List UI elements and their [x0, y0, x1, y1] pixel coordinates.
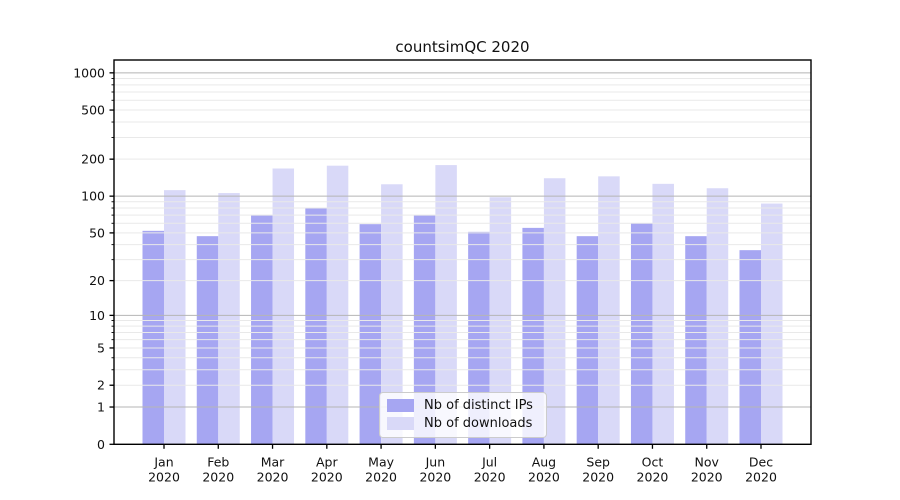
bar-downloads-nov — [706, 188, 729, 445]
legend-item-distinct-ips: Nb of distinct IPs — [387, 398, 537, 413]
legend-swatch-downloads — [387, 417, 414, 430]
bar-downloads-dec — [761, 203, 783, 445]
y-tick-label: 1000 — [73, 65, 105, 80]
bar-downloads-feb — [218, 193, 240, 445]
bar-downloads-aug — [543, 178, 566, 445]
x-tick-label-year: 2020 — [311, 469, 343, 484]
bar-distinct-ips-jun — [413, 215, 436, 445]
x-tick-label-year: 2020 — [582, 469, 614, 484]
x-tick-label-month: Sep — [586, 454, 610, 469]
y-tick-label: 1 — [97, 400, 105, 415]
bar-distinct-ips-may — [359, 224, 382, 445]
legend-label-distinct-ips: Nb of distinct IPs — [424, 398, 533, 413]
y-tick-label: 500 — [81, 103, 105, 118]
bar-downloads-mar — [272, 168, 295, 445]
x-tick-label-month: May — [368, 454, 394, 469]
x-tick-label-year: 2020 — [365, 469, 397, 484]
x-tick-label-month: Jun — [425, 454, 446, 469]
x-tick-label-year: 2020 — [419, 469, 451, 484]
bar-downloads-jan — [164, 190, 186, 445]
x-tick-label-year: 2020 — [691, 469, 723, 484]
bar-distinct-ips-jan — [142, 230, 164, 445]
x-tick-label-month: Nov — [695, 454, 720, 469]
bar-distinct-ips-aug — [522, 227, 544, 445]
x-tick-label-month: Jul — [481, 454, 497, 469]
x-tick-label-year: 2020 — [202, 469, 234, 484]
x-tick-label-month: Oct — [642, 454, 664, 469]
y-tick-label: 20 — [89, 273, 105, 288]
bar-distinct-ips-jul — [468, 231, 490, 445]
y-tick-label: 5 — [97, 340, 105, 355]
legend-label-downloads: Nb of downloads — [424, 416, 533, 431]
chart-title: countsimQC 2020 — [395, 38, 530, 56]
bar-distinct-ips-feb — [196, 236, 219, 445]
x-tick-label-year: 2020 — [474, 469, 506, 484]
y-tick-label: 50 — [89, 225, 105, 240]
bar-distinct-ips-sep — [576, 236, 599, 445]
y-tick-label: 0 — [97, 437, 105, 452]
bar-downloads-sep — [598, 176, 620, 445]
x-tick-label-month: Aug — [532, 454, 556, 469]
x-tick-label-month: Dec — [749, 454, 773, 469]
bar-downloads-oct — [652, 183, 674, 445]
y-tick-label: 10 — [89, 308, 105, 323]
x-tick-label-year: 2020 — [637, 469, 669, 484]
bar-downloads-may — [381, 184, 403, 445]
x-tick-label-month: Jan — [153, 454, 173, 469]
bar-distinct-ips-dec — [739, 250, 761, 445]
x-tick-label-year: 2020 — [528, 469, 560, 484]
x-tick-label-year: 2020 — [148, 469, 180, 484]
bar-downloads-jun — [435, 165, 457, 445]
y-tick-label: 2 — [97, 378, 105, 393]
x-tick-label-month: Apr — [316, 454, 338, 469]
bar-distinct-ips-nov — [685, 236, 707, 445]
bar-downloads-apr — [326, 165, 349, 445]
y-tick-label: 200 — [81, 152, 105, 167]
x-tick-label-year: 2020 — [745, 469, 777, 484]
axes-frame — [113, 59, 812, 445]
legend-swatch-distinct-ips — [387, 399, 414, 412]
x-tick-label-year: 2020 — [257, 469, 289, 484]
x-tick-label-month: Mar — [261, 454, 285, 469]
legend-item-downloads: Nb of downloads — [387, 416, 537, 431]
legend: Nb of distinct IPs Nb of downloads — [379, 392, 547, 438]
x-tick-label-month: Feb — [207, 454, 229, 469]
y-tick-label: 100 — [81, 189, 105, 204]
bar-distinct-ips-oct — [630, 223, 653, 445]
bar-distinct-ips-mar — [251, 215, 273, 445]
